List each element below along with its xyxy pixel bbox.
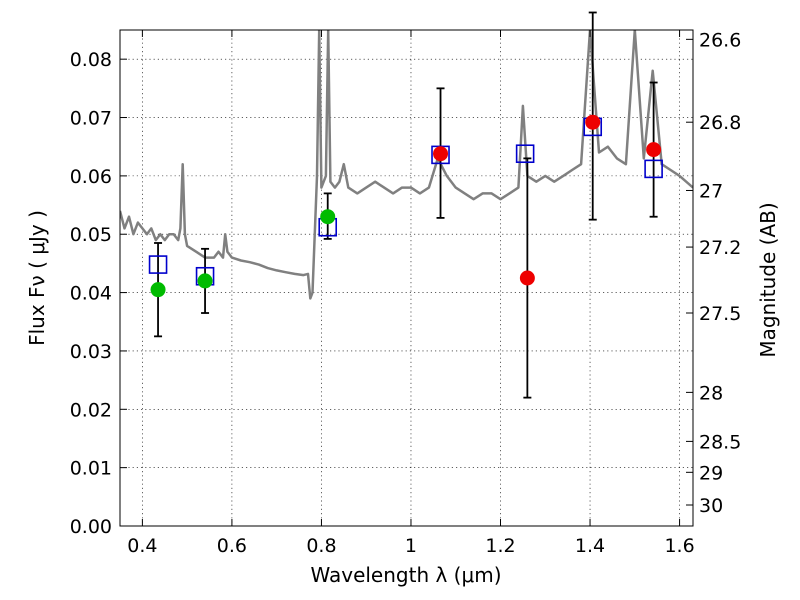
y-tick-label: 0.08 — [70, 49, 112, 71]
plot-background — [120, 30, 693, 526]
y2-tick-label: 30 — [699, 495, 723, 517]
green-circle-marker — [150, 282, 166, 298]
data-markers — [148, 114, 663, 298]
y2-tick-label: 28.5 — [699, 431, 741, 453]
y-tick-label: 0.04 — [70, 283, 112, 305]
model-square-marker — [644, 159, 663, 179]
x-tick-label: 1.4 — [575, 535, 605, 557]
y2-tick-label: 26.6 — [699, 29, 741, 51]
y-tick-label: 0.07 — [70, 108, 112, 130]
y2-tick-label: 28 — [699, 382, 723, 404]
y-tick-label: 0.02 — [70, 399, 112, 421]
x-tick-label: 0.4 — [127, 535, 157, 557]
y-axis-ticks: 0.00 0.01 0.02 0.03 0.04 0.05 0.06 0.07 0.08 — [70, 49, 127, 538]
y2-axis-label: Magnitude (AB) — [756, 202, 780, 357]
y-tick-label: 0.00 — [70, 516, 112, 538]
model-square-marker — [515, 144, 535, 164]
y-axis-label: Flux Fν ( μJy ) — [25, 210, 49, 346]
y-tick-label: 0.05 — [70, 224, 112, 246]
y2-tick-label: 27 — [699, 180, 723, 202]
plot-frame — [119, 29, 694, 527]
y2-tick-label: 27.5 — [699, 303, 741, 325]
green-circle-marker — [197, 273, 213, 289]
x-tick-label: 0.6 — [217, 535, 247, 557]
y2-tick-label: 26.8 — [699, 112, 741, 134]
y2-axis-ticks: 26.6 26.8 27 27.2 27.5 28 28.5 29 30 — [686, 29, 741, 517]
y2-tick-label: 29 — [699, 462, 723, 484]
y-tick-label: 0.03 — [70, 341, 112, 363]
red-circle-marker — [519, 270, 535, 286]
plot-area — [120, 30, 693, 300]
template-spectrum-line — [120, 30, 693, 300]
x-axis-label: Wavelength λ (μm) — [310, 563, 501, 587]
x-tick-label: 0.8 — [306, 535, 336, 557]
y-tick-label: 0.01 — [70, 458, 112, 480]
red-circle-marker — [433, 146, 449, 162]
red-circle-marker — [585, 114, 601, 130]
green-circle-marker — [320, 209, 336, 225]
x-tick-label: 1.6 — [664, 535, 694, 557]
x-tick-label: 1 — [405, 535, 417, 557]
model-square-marker — [148, 255, 168, 274]
y2-tick-label: 27.2 — [699, 237, 741, 259]
red-circle-marker — [646, 142, 662, 158]
x-axis-ticks: 0.4 0.6 0.8 1 1.2 1.4 1.6 — [127, 30, 695, 557]
x-tick-label: 1.2 — [485, 535, 515, 557]
y-tick-label: 0.06 — [70, 166, 112, 188]
